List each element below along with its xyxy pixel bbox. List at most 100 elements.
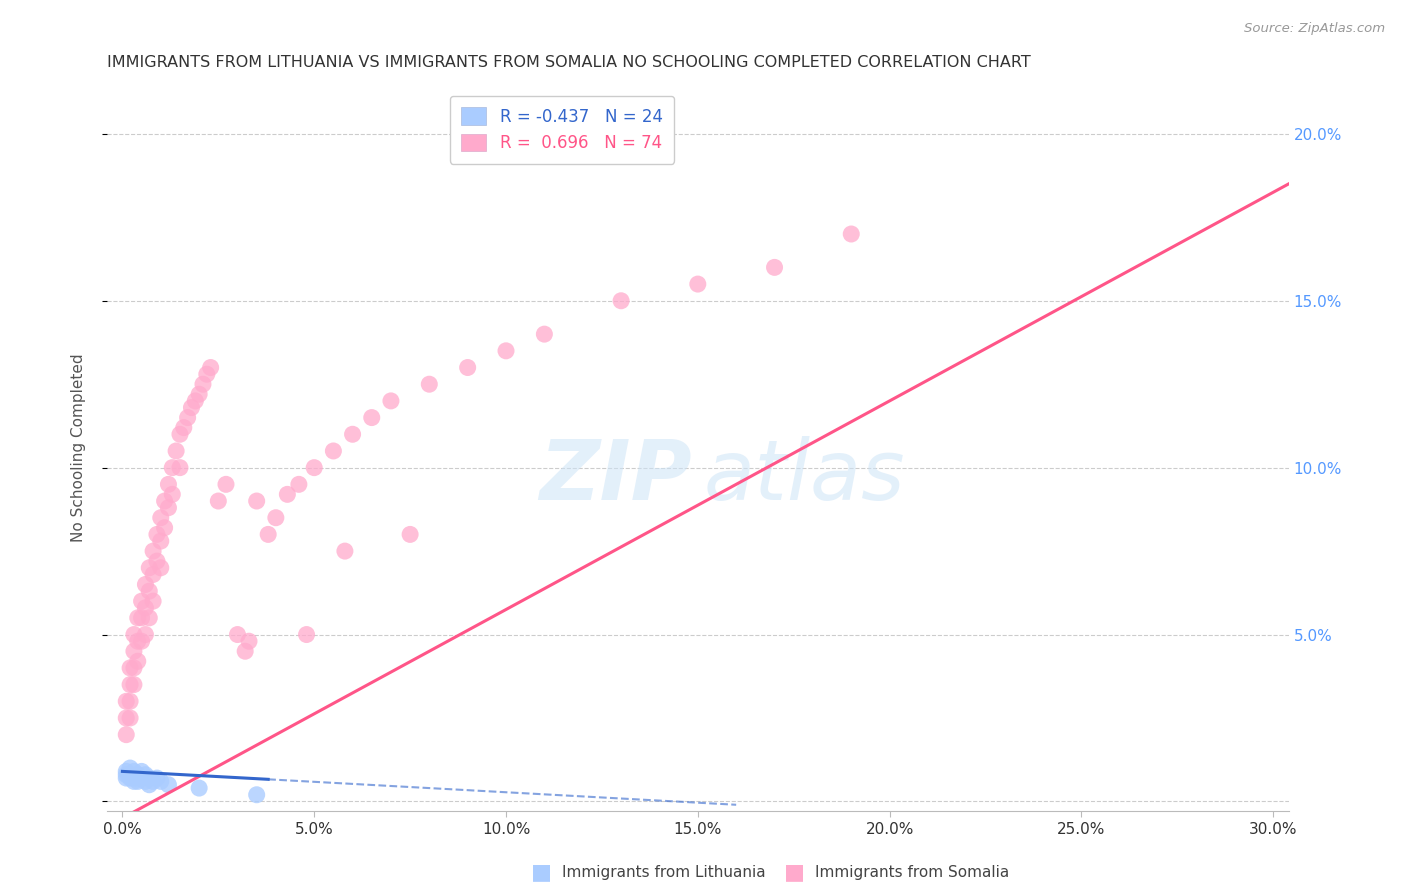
- Point: [115, 694, 138, 708]
- Point: [176, 410, 198, 425]
- Point: [138, 584, 160, 599]
- Point: [115, 764, 138, 779]
- Point: [115, 771, 138, 785]
- Point: [120, 711, 142, 725]
- Point: [122, 771, 145, 785]
- Point: [380, 393, 402, 408]
- Point: [120, 771, 142, 785]
- Point: [115, 711, 138, 725]
- Point: [115, 728, 138, 742]
- Point: [533, 327, 555, 342]
- Point: [399, 527, 422, 541]
- Point: [122, 764, 145, 779]
- Point: [122, 627, 145, 641]
- Point: [162, 460, 184, 475]
- Point: [146, 771, 169, 785]
- Point: [257, 527, 280, 541]
- Point: [149, 510, 172, 524]
- Point: [122, 774, 145, 789]
- Point: [226, 627, 249, 641]
- Point: [200, 360, 222, 375]
- Point: [120, 761, 142, 775]
- Point: [191, 377, 214, 392]
- Y-axis label: No Schooling Completed: No Schooling Completed: [72, 353, 86, 542]
- Point: [134, 600, 156, 615]
- Point: [120, 677, 142, 691]
- Point: [360, 410, 382, 425]
- Text: Source: ZipAtlas.com: Source: ZipAtlas.com: [1244, 22, 1385, 36]
- Point: [122, 661, 145, 675]
- Point: [127, 771, 149, 785]
- Point: [246, 494, 269, 508]
- Text: ■: ■: [531, 863, 551, 882]
- Point: [763, 260, 786, 275]
- Point: [131, 594, 153, 608]
- Point: [153, 494, 176, 508]
- Point: [246, 788, 269, 802]
- Point: [302, 460, 325, 475]
- Point: [169, 427, 191, 442]
- Legend: R = -0.437   N = 24, R =  0.696   N = 74: R = -0.437 N = 24, R = 0.696 N = 74: [450, 95, 675, 164]
- Point: [215, 477, 238, 491]
- Point: [153, 521, 176, 535]
- Point: [157, 778, 180, 792]
- Point: [180, 401, 202, 415]
- Point: [120, 694, 142, 708]
- Point: [169, 460, 191, 475]
- Point: [207, 494, 229, 508]
- Text: ZIP: ZIP: [540, 436, 692, 517]
- Point: [142, 774, 165, 789]
- Point: [457, 360, 479, 375]
- Point: [162, 487, 184, 501]
- Point: [122, 677, 145, 691]
- Point: [134, 768, 156, 782]
- Point: [120, 768, 142, 782]
- Point: [333, 544, 356, 558]
- Point: [146, 554, 169, 568]
- Point: [138, 771, 160, 785]
- Point: [142, 567, 165, 582]
- Text: ■: ■: [785, 863, 804, 882]
- Point: [142, 594, 165, 608]
- Point: [134, 774, 156, 789]
- Point: [149, 774, 172, 789]
- Point: [264, 510, 287, 524]
- Point: [138, 611, 160, 625]
- Point: [610, 293, 633, 308]
- Point: [131, 764, 153, 779]
- Point: [342, 427, 364, 442]
- Point: [120, 661, 142, 675]
- Point: [149, 561, 172, 575]
- Point: [195, 367, 218, 381]
- Point: [127, 634, 149, 648]
- Point: [127, 654, 149, 668]
- Point: [138, 561, 160, 575]
- Point: [127, 768, 149, 782]
- Point: [188, 780, 211, 795]
- Point: [146, 527, 169, 541]
- Point: [157, 500, 180, 515]
- Point: [839, 227, 862, 241]
- Point: [495, 343, 517, 358]
- Text: Immigrants from Lithuania: Immigrants from Lithuania: [562, 865, 766, 880]
- Point: [295, 627, 318, 641]
- Point: [418, 377, 440, 392]
- Point: [173, 420, 195, 434]
- Point: [276, 487, 298, 501]
- Point: [134, 577, 156, 591]
- Point: [686, 277, 709, 291]
- Text: atlas: atlas: [704, 436, 905, 517]
- Point: [131, 634, 153, 648]
- Point: [115, 768, 138, 782]
- Point: [288, 477, 311, 491]
- Point: [131, 771, 153, 785]
- Point: [138, 778, 160, 792]
- Point: [142, 544, 165, 558]
- Point: [184, 393, 207, 408]
- Point: [322, 444, 344, 458]
- Point: [149, 534, 172, 549]
- Point: [157, 477, 180, 491]
- Text: Immigrants from Somalia: Immigrants from Somalia: [815, 865, 1010, 880]
- Point: [134, 627, 156, 641]
- Point: [127, 774, 149, 789]
